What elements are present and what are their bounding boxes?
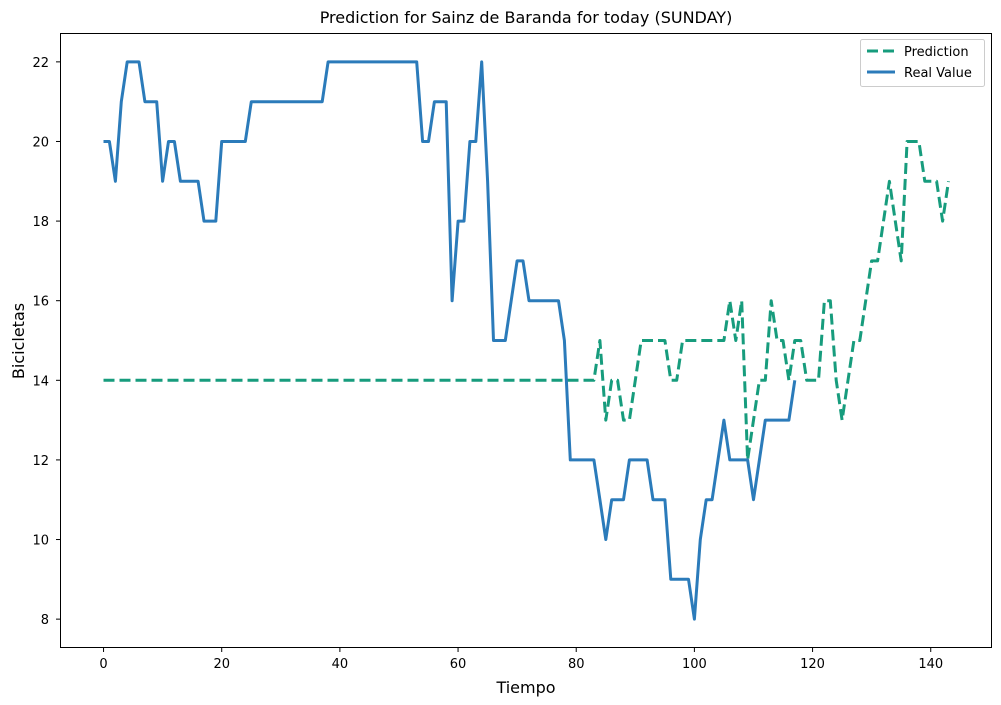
x-tick-label: 0 (99, 657, 107, 672)
chart-title: Prediction for Sainz de Baranda for toda… (320, 8, 733, 27)
x-axis-label: Tiempo (495, 678, 555, 697)
y-tick-label: 8 (41, 613, 49, 628)
plot-frame (60, 33, 992, 648)
series-line-real-value (103, 60, 797, 621)
y-tick-label: 10 (32, 534, 49, 549)
y-tick-label: 22 (32, 56, 49, 71)
y-tick-label: 16 (32, 295, 49, 310)
plot-area (103, 60, 950, 621)
y-axis-label: Bicicletas (9, 303, 28, 379)
legend: Prediction Real Value (860, 39, 985, 87)
x-tick-label: 120 (800, 657, 825, 672)
y-tick-label: 18 (32, 215, 49, 230)
x-tick-label: 100 (682, 657, 707, 672)
x-tick-label: 20 (213, 657, 230, 672)
series-line-prediction (103, 140, 950, 462)
y-tick-label: 20 (32, 135, 49, 150)
x-tick-label: 60 (450, 657, 467, 672)
y-tick-label: 14 (32, 374, 49, 389)
y-axis: 8 10 12 14 16 18 20 22 (32, 56, 61, 628)
legend-label-real-value: Real Value (904, 66, 972, 81)
y-tick-label: 12 (32, 454, 49, 469)
x-axis: 0 20 40 60 80 100 120 140 (99, 647, 943, 672)
x-tick-label: 80 (568, 657, 585, 672)
x-tick-label: 40 (332, 657, 349, 672)
x-tick-label: 140 (918, 657, 943, 672)
legend-label-prediction: Prediction (904, 45, 969, 60)
